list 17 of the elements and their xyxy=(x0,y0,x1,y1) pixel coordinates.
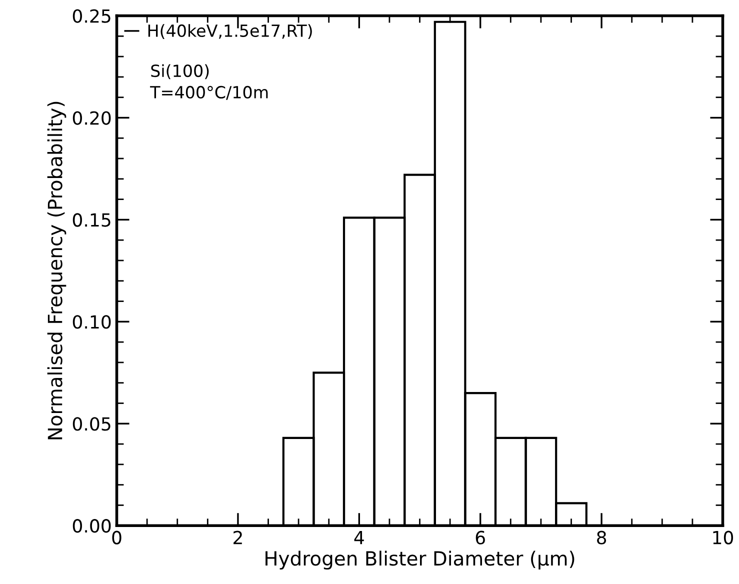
x-tick-label: 6 xyxy=(476,530,485,544)
y-tick-label: 0.15 xyxy=(72,213,110,227)
x-tick-label: 8 xyxy=(597,530,606,544)
x-tick-label: 4 xyxy=(354,531,364,544)
x-tick-label: 10 xyxy=(713,530,734,544)
x-axis-title: Hydrogen Blister Diameter (μm) xyxy=(266,550,574,570)
y-axis-title: Normalised Frequency (Probability) xyxy=(47,102,66,440)
y-tick-label: 0.00 xyxy=(72,519,111,533)
annotation: Si(100) xyxy=(151,64,209,80)
y-tick-label: 0.20 xyxy=(72,111,111,125)
annotation: T=400°C/10m xyxy=(150,86,268,100)
legend-label: H(40keV,1.5e17,RT) xyxy=(148,24,312,39)
x-tick-label: 0 xyxy=(112,530,122,544)
x-tick-label: 2 xyxy=(234,530,242,544)
y-tick-label: 0.25 xyxy=(72,9,110,23)
y-tick-label: 0.10 xyxy=(72,315,111,329)
y-tick-label: 0.05 xyxy=(72,417,110,431)
